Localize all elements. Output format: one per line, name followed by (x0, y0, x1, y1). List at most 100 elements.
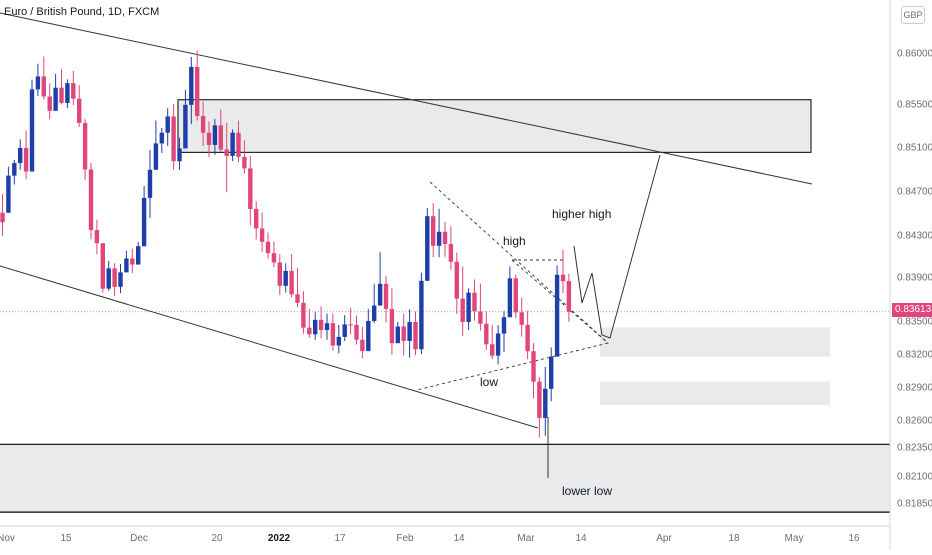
candle-body[interactable] (554, 274, 560, 357)
candle-body[interactable] (259, 228, 265, 242)
candle-body[interactable] (248, 168, 253, 209)
candle[interactable] (130, 248, 135, 273)
candle-body[interactable] (183, 104, 188, 149)
candle[interactable] (200, 101, 206, 147)
candle-body[interactable] (354, 324, 359, 340)
candle[interactable] (183, 90, 188, 149)
candle-body[interactable] (18, 147, 23, 164)
candle-body[interactable] (200, 116, 206, 133)
candle-body[interactable] (29, 89, 35, 172)
candle[interactable] (425, 208, 430, 281)
candle-body[interactable] (71, 83, 76, 99)
candle-body[interactable] (88, 169, 94, 231)
candle[interactable] (301, 291, 306, 334)
candle[interactable] (177, 137, 182, 170)
candle[interactable] (171, 103, 176, 170)
candle-body[interactable] (189, 66, 194, 105)
candle[interactable] (153, 120, 159, 170)
candle-body[interactable] (330, 323, 336, 346)
candle[interactable] (525, 310, 530, 360)
candle[interactable] (419, 272, 424, 355)
candle-body[interactable] (372, 305, 377, 321)
candle[interactable] (295, 267, 300, 308)
candle-body[interactable] (507, 278, 513, 318)
candle-body[interactable] (466, 292, 471, 322)
candle[interactable] (360, 326, 365, 359)
candle[interactable] (318, 306, 324, 339)
candle[interactable] (18, 139, 23, 170)
candle-body[interactable] (100, 243, 105, 289)
candle[interactable] (277, 254, 282, 295)
candle[interactable] (389, 288, 395, 355)
candle-body[interactable] (543, 388, 548, 418)
candle-body[interactable] (242, 156, 247, 169)
candle[interactable] (100, 243, 105, 293)
candle-body[interactable] (472, 292, 477, 312)
candle[interactable] (431, 203, 436, 258)
candle-body[interactable] (94, 230, 100, 244)
candle-body[interactable] (53, 87, 58, 111)
candle-body[interactable] (165, 116, 170, 133)
candle-body[interactable] (301, 302, 306, 328)
candle-body[interactable] (495, 333, 501, 356)
candle-body[interactable] (77, 98, 82, 123)
candle[interactable] (490, 325, 495, 360)
candle[interactable] (383, 276, 389, 323)
candle-body[interactable] (478, 311, 483, 324)
candle[interactable] (372, 284, 377, 323)
candle-body[interactable] (360, 339, 365, 352)
candle-body[interactable] (82, 122, 88, 170)
candle-body[interactable] (549, 356, 554, 389)
candle-body[interactable] (436, 231, 442, 246)
candle[interactable] (88, 163, 94, 240)
candle[interactable] (566, 273, 572, 322)
candle-body[interactable] (318, 319, 324, 330)
candle-body[interactable] (277, 262, 282, 286)
candle-body[interactable] (431, 216, 436, 246)
candle[interactable] (472, 279, 477, 321)
candle-body[interactable] (448, 244, 454, 262)
candle-body[interactable] (159, 132, 164, 144)
candle[interactable] (230, 129, 235, 162)
candle-body[interactable] (425, 216, 430, 281)
candle-body[interactable] (295, 294, 300, 303)
candle-body[interactable] (230, 132, 235, 156)
candle[interactable] (47, 83, 52, 120)
candle-body[interactable] (566, 281, 572, 312)
candle-body[interactable] (124, 258, 129, 273)
candle-body[interactable] (519, 312, 524, 325)
candle[interactable] (507, 266, 513, 318)
candle-body[interactable] (106, 268, 111, 289)
candle-body[interactable] (283, 270, 288, 286)
candle-body[interactable] (118, 272, 123, 287)
candle[interactable] (248, 155, 253, 226)
candle-body[interactable] (377, 283, 383, 306)
candle-body[interactable] (171, 116, 176, 162)
candle-body[interactable] (41, 76, 46, 97)
candle-body[interactable] (324, 323, 330, 330)
candle[interactable] (236, 120, 241, 163)
candle[interactable] (35, 63, 41, 96)
candle-body[interactable] (413, 322, 418, 350)
candle-body[interactable] (23, 147, 29, 172)
candle-body[interactable] (389, 308, 395, 344)
candle-body[interactable] (130, 258, 135, 265)
candle-body[interactable] (212, 125, 218, 145)
candle-body[interactable] (218, 125, 223, 150)
candle[interactable] (513, 274, 518, 319)
candle[interactable] (165, 108, 170, 146)
candle-body[interactable] (383, 283, 389, 309)
candle[interactable] (136, 241, 141, 265)
candle[interactable] (436, 208, 442, 258)
candle-body[interactable] (206, 132, 212, 145)
candle[interactable] (395, 322, 400, 344)
candle-body[interactable] (136, 246, 141, 265)
candle-body[interactable] (490, 344, 495, 356)
candle-body[interactable] (442, 231, 448, 245)
candle[interactable] (12, 159, 17, 185)
candle-body[interactable] (147, 169, 153, 198)
candle[interactable] (460, 266, 465, 336)
candle[interactable] (560, 249, 566, 293)
candle[interactable] (141, 186, 147, 247)
candle-body[interactable] (265, 241, 271, 254)
